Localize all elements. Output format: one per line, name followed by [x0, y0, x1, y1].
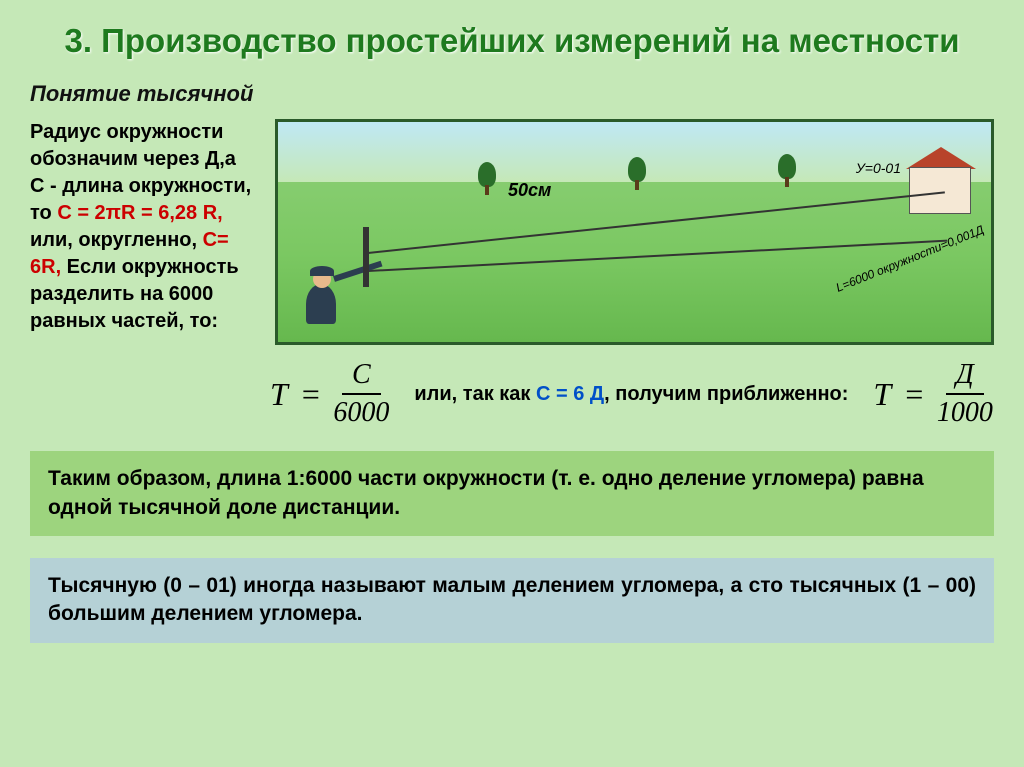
tree-icon: [628, 157, 646, 182]
middle-text: или, так как С = 6 Д, получим приближенн…: [414, 381, 848, 408]
formula-den: 6000: [333, 395, 389, 429]
label-angle: У=0-01: [856, 160, 901, 176]
formula-num: C: [342, 359, 381, 395]
left-formula1: С = 2πR = 6,28 R,: [57, 202, 222, 224]
left-mid: или, округленно,: [30, 229, 203, 251]
subtitle: Понятие тысячной: [30, 81, 994, 107]
formula-den: 1000: [937, 395, 993, 429]
formula-eq: =: [903, 376, 925, 413]
formula-eq: =: [300, 376, 322, 413]
terrain-diagram: 50см У=0-01 L=6000 окружности=0,001Д: [275, 119, 994, 345]
formula-t-c6000: T = C 6000: [270, 359, 389, 429]
blue-callout: Тысячную (0 – 01) иногда называют малым …: [30, 558, 994, 643]
mid-highlight: С = 6 Д: [536, 383, 604, 405]
tree-icon: [478, 162, 496, 187]
observer-icon: [296, 264, 356, 324]
house-icon: [909, 167, 971, 214]
green-callout: Таким образом, длина 1:6000 части окружн…: [30, 451, 994, 536]
formula-t-d1000: T = Д 1000: [873, 359, 992, 429]
house-roof-icon: [906, 147, 976, 169]
left-post: Если окружность разделить на 6000 равных…: [30, 256, 239, 332]
mid-line1: или, так как: [414, 383, 536, 405]
formula-T: T: [270, 376, 288, 413]
label-arc: L=6000 окружности=0,001Д: [834, 223, 986, 295]
ruler-icon: [363, 227, 369, 287]
formula-num: Д: [946, 359, 984, 395]
top-row: Радиус окружности обозначим через Д,а С …: [30, 119, 994, 345]
formula-T: T: [873, 376, 891, 413]
tree-icon: [778, 154, 796, 179]
formula-row: T = C 6000 или, так как С = 6 Д, получим…: [270, 359, 994, 429]
left-explanation: Радиус окружности обозначим через Д,а С …: [30, 119, 255, 335]
page-title: 3. Производство простейших измерений на …: [30, 20, 994, 61]
mid-line2: , получим приближенно:: [604, 383, 848, 405]
label-50cm: 50см: [508, 180, 551, 201]
